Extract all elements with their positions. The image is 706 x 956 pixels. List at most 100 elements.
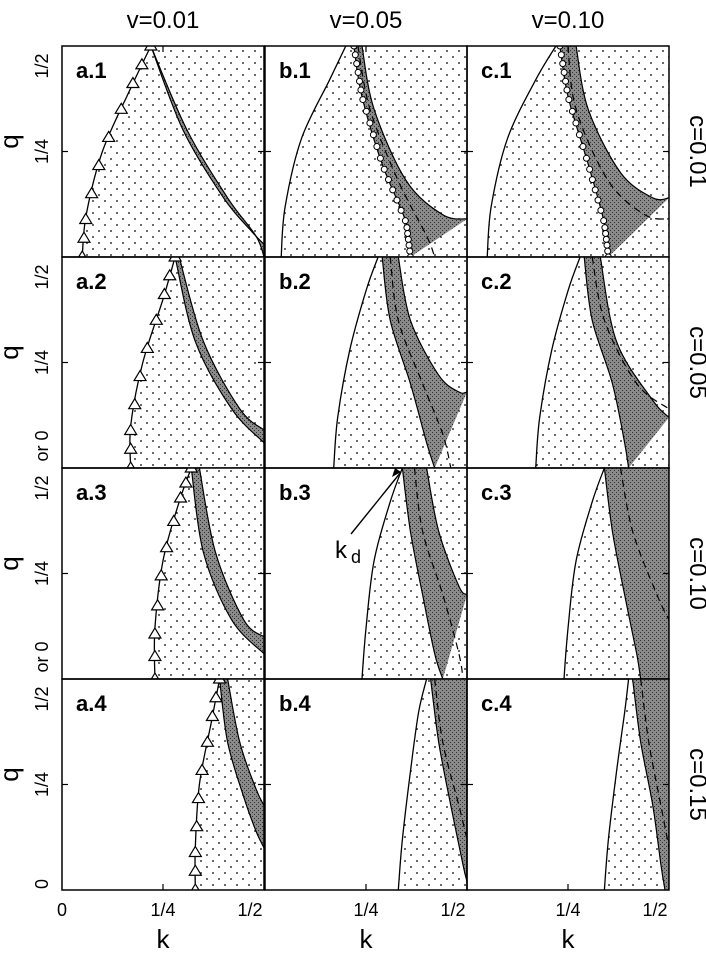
left-boundary [397,679,428,890]
dark-right-boundary [426,468,467,596]
panel-label: a.2 [76,269,107,294]
x-axis-label: k [157,924,171,954]
circle-marker [389,186,397,194]
circle-marker [602,235,610,243]
panel-label: b.1 [279,58,311,83]
circle-marker [404,230,412,238]
panel-0-1: b.1 [264,45,468,258]
triangle-marker [78,212,93,225]
dark-left-boundary [190,468,264,655]
y-tick-label: 1/4 [32,350,52,375]
dark-left-boundary [381,257,436,468]
dashed-line [640,679,669,848]
circle-marker [357,86,365,94]
triangle-marker [188,864,203,876]
panel-1-1: b.2 [264,256,468,469]
circle-marker [353,60,361,68]
y-tick-label: 1/2 [32,264,52,289]
dotted-region [82,46,264,257]
triangle-marker [200,735,215,747]
y-axis-label: q [0,134,24,148]
dashed-line [591,257,669,410]
triangle-marker [77,249,87,257]
dark-region [402,468,467,679]
y-tick-label: 1/2 [32,686,52,711]
dark-right-boundary [397,257,467,394]
column-title: v=0.05 [330,7,403,34]
circle-marker [366,119,374,127]
triangle-marker [150,671,160,679]
panel-3-1: b.4 [264,678,468,891]
row-title: c=0.05 [684,326,706,399]
dark-left-boundary [219,679,264,849]
triangle-marker [123,442,138,454]
y-axis-label: q [0,345,24,359]
left-boundary [333,257,379,468]
panel-2-2: c.3 [466,467,670,680]
circle-marker [572,119,580,127]
column-title: v=0.10 [532,7,605,34]
circle-marker [354,68,362,76]
x-tick-label: 1/2 [237,900,262,920]
circle-marker [579,143,587,151]
circle-marker [594,196,602,204]
triangle-marker [125,76,140,89]
circle-marker [565,96,573,104]
triangle-marker [150,598,165,611]
panel-label: c.4 [481,691,512,716]
triangle-markers [188,679,227,890]
dotted-region [154,468,264,679]
y-tick-label: or 0 [32,641,52,672]
left-boundary [129,257,176,468]
triangle-marker [101,130,116,143]
triangle-markers [76,46,158,257]
triangle-marker [159,540,174,553]
triangle-marker [91,158,106,171]
dark-right-boundary [599,257,669,418]
triangle-marker [168,257,183,262]
row-title: c=0.10 [684,537,706,610]
dark-left-boundary [603,468,642,679]
dashed-line [357,46,436,257]
triangle-marker [133,369,148,382]
triangle-marker [189,819,204,832]
dark-region [353,46,467,257]
circle-marker [557,51,565,59]
panel-2-1: b.3 [264,467,468,680]
y-tick-label: 1/4 [32,561,52,586]
dark-right-boundary [178,257,264,431]
triangle-marker [134,57,149,70]
triangle-marker [178,475,193,488]
triangle-marker [127,397,142,410]
circle-marker [603,241,611,249]
circle-marker [369,131,377,139]
row-title: c=0.01 [684,115,706,188]
triangle-marker [147,626,162,639]
x-axis-label: k [562,924,576,954]
y-axis-label: q [0,556,24,570]
circle-marker [401,217,409,225]
dark-region [559,46,669,257]
x-axis-label: k [360,924,374,954]
circle-marker [575,131,583,139]
triangle-marker [194,763,210,776]
dark-left-boundary [583,257,630,468]
circle-marker [602,230,610,238]
panel-0-0: a.1 [61,45,265,258]
circle-marker [591,186,599,194]
triangle-marker [157,287,172,300]
x-tick-label: 0 [57,900,67,920]
y-tick-label: 1/4 [32,139,52,164]
dark-region [604,468,669,679]
circle-marker [376,154,384,162]
dashed-line [619,468,669,621]
circle-markers [556,46,612,257]
circle-marker [601,224,609,232]
circle-marker [359,96,367,104]
left-boundary [563,468,606,679]
x-tick-label: 1/2 [642,900,667,920]
dashed-line [567,46,669,220]
left-boundary [603,679,630,890]
panel-label: b.3 [279,480,311,505]
circle-marker [351,51,359,59]
